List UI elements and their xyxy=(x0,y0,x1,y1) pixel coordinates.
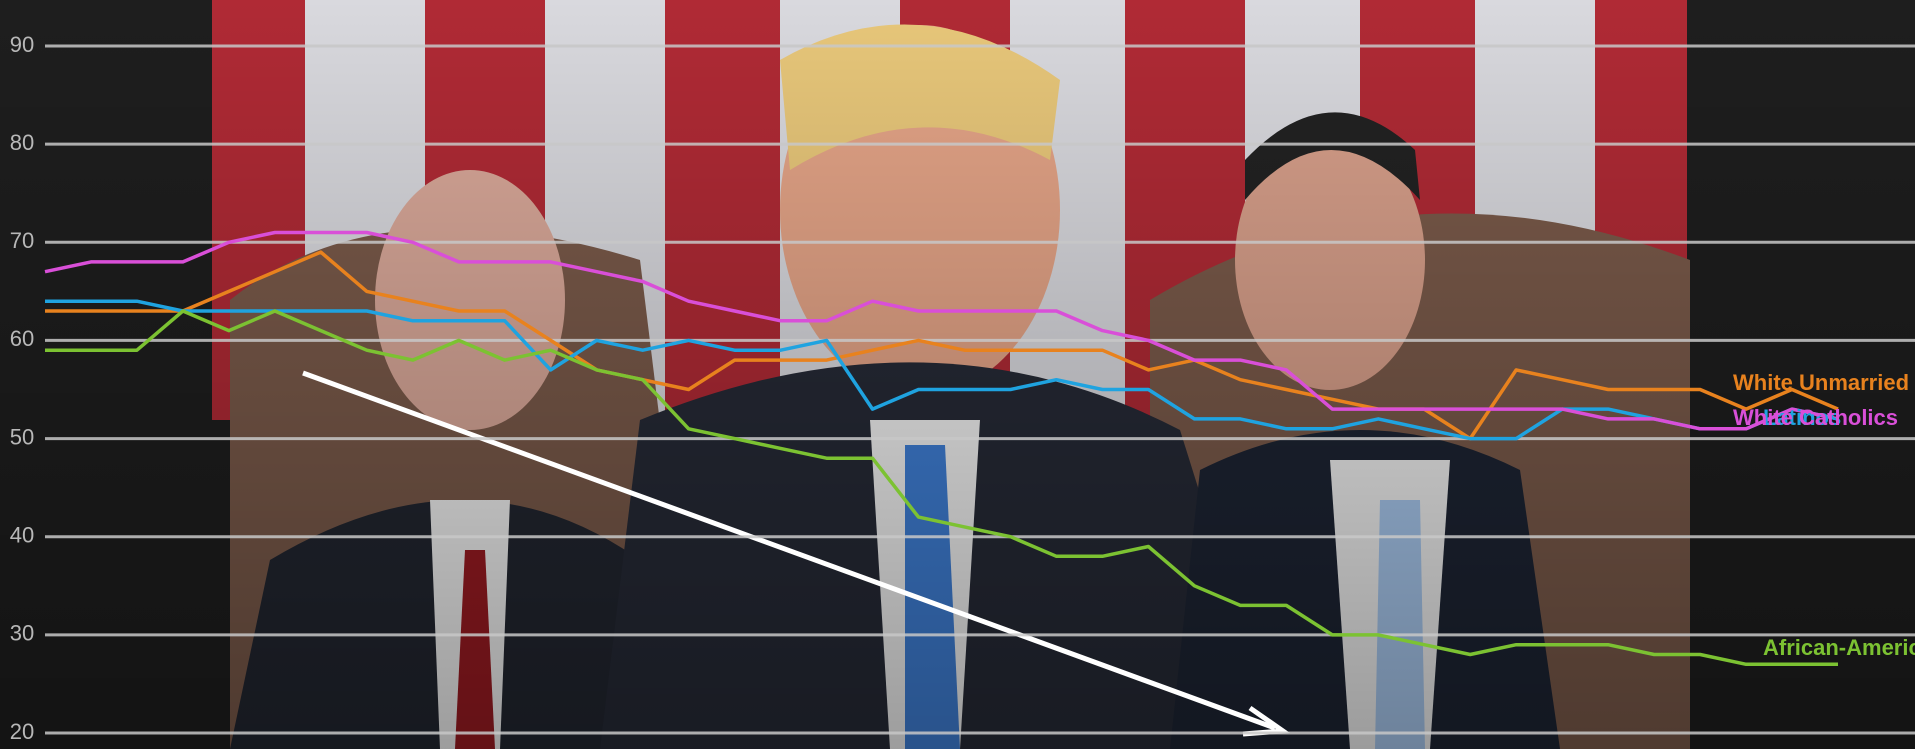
series-line xyxy=(45,299,1839,441)
plot-area: 20 30 40 50 60 70 80 90 White Unmarried Wo Latino… xyxy=(10,32,1915,744)
y-tick-label: 70 xyxy=(10,228,34,253)
series-label: African-Americans xyxy=(1763,635,1915,660)
y-tick-label: 90 xyxy=(10,32,34,57)
series-label: White Unmarried Wo xyxy=(1733,370,1915,395)
y-tick-label: 60 xyxy=(10,326,34,351)
y-tick-label: 50 xyxy=(10,424,34,449)
y-tick-label: 20 xyxy=(10,719,34,744)
series-line xyxy=(45,250,1839,441)
y-tick-label: 30 xyxy=(10,621,34,646)
series-label: Latinos xyxy=(1763,405,1841,430)
y-tick-label: 80 xyxy=(10,130,34,155)
series-line xyxy=(44,230,1839,431)
y-tick-label: 40 xyxy=(10,523,34,548)
series-line xyxy=(45,309,1838,667)
series-label: White Catholics xyxy=(1733,405,1898,430)
